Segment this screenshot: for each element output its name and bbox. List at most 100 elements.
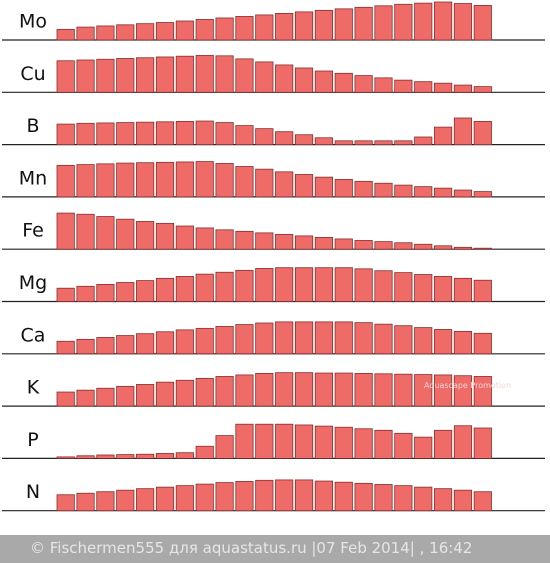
bar-cu: [374, 77, 393, 93]
bar-k: [255, 373, 274, 407]
element-label: B: [26, 115, 39, 137]
bar-p: [453, 425, 473, 459]
bar-b: [255, 128, 274, 145]
bar-b: [275, 131, 294, 145]
bar-p: [394, 432, 413, 459]
bar-mg: [116, 282, 135, 302]
bar-cu: [255, 61, 274, 93]
bar-mg: [414, 274, 433, 302]
bar-mo: [255, 14, 274, 41]
bar-mg: [314, 267, 333, 302]
bar-ca: [374, 323, 393, 355]
bar-b: [136, 121, 155, 146]
element-label: K: [27, 377, 40, 399]
bar-mg: [76, 285, 95, 302]
bar-cu: [235, 58, 254, 93]
bar-mn: [414, 186, 433, 198]
element-label: Mg: [19, 272, 47, 294]
bar-k: [136, 384, 155, 407]
row-mg: Mg: [2, 267, 545, 303]
bar-k: [354, 373, 373, 407]
bar-fe: [354, 240, 373, 250]
bar-cu: [215, 55, 234, 93]
row-cu: Cu: [2, 55, 545, 93]
element-label: Ca: [21, 324, 46, 346]
bar-n: [116, 489, 135, 512]
bar-mn: [96, 163, 115, 198]
bar-ca: [394, 325, 413, 355]
bar-n: [76, 492, 95, 512]
bar-fe: [56, 212, 75, 250]
bar-b: [96, 122, 115, 146]
bar-b: [374, 140, 393, 146]
bar-ca: [96, 337, 115, 355]
bar-cu: [175, 55, 194, 93]
bar-mn: [374, 182, 393, 198]
bar-ca: [255, 322, 274, 355]
bar-k: [294, 372, 314, 407]
bar-ca: [136, 333, 155, 355]
bar-cu: [294, 67, 314, 93]
bar-p: [116, 454, 135, 459]
bar-k: [116, 385, 135, 407]
bar-b: [235, 125, 254, 145]
bar-n: [334, 481, 353, 512]
bar-b: [414, 136, 433, 145]
bar-ca: [275, 321, 294, 355]
row-mo: Mo: [2, 1, 545, 41]
bar-mg: [155, 277, 175, 302]
bar-k: [155, 381, 175, 407]
bar-mo: [235, 16, 254, 41]
bar-k: [76, 389, 95, 407]
bar-cu: [473, 86, 492, 93]
bar-fe: [255, 232, 274, 250]
watermark: Aquascape Promotion: [424, 381, 512, 390]
bar-fe: [155, 222, 175, 250]
bar-b: [314, 137, 333, 145]
bar-ca: [56, 340, 75, 355]
bar-mg: [195, 273, 214, 302]
bar-p: [294, 424, 314, 459]
bar-mn: [215, 163, 234, 198]
bar-mn: [235, 166, 254, 198]
bar-ca: [334, 321, 353, 355]
element-label: Fe: [22, 220, 44, 242]
bar-mg: [394, 272, 413, 302]
bar-mn: [434, 187, 453, 198]
bar-mg: [473, 279, 492, 302]
bar-mn: [453, 189, 473, 198]
bar-n: [275, 479, 294, 512]
bar-fe: [453, 246, 473, 250]
row-p: P: [2, 423, 545, 459]
bar-fe: [195, 227, 214, 250]
bar-fe: [394, 242, 413, 250]
bar-k: [473, 376, 492, 407]
bar-cu: [434, 82, 453, 93]
bar-mg: [56, 287, 75, 302]
bar-k: [56, 391, 75, 407]
bar-fe: [314, 237, 333, 250]
bar-mo: [434, 1, 453, 41]
bar-n: [354, 482, 373, 512]
bar-p: [354, 428, 373, 459]
bar-mg: [136, 280, 155, 302]
bar-fe: [334, 238, 353, 250]
bar-k: [374, 373, 393, 407]
bar-ca: [116, 335, 135, 355]
bar-ca: [473, 332, 492, 355]
bar-p: [334, 426, 353, 459]
bar-mg: [215, 271, 234, 302]
bar-k: [414, 374, 433, 407]
bar-k: [275, 372, 294, 407]
bar-fe: [434, 245, 453, 250]
bar-p: [155, 453, 175, 459]
row-mn: Mn: [2, 161, 545, 198]
bar-p: [175, 452, 194, 459]
bar-cu: [96, 58, 115, 93]
bar-b: [56, 123, 75, 146]
bar-fe: [175, 225, 194, 250]
bar-p: [76, 455, 95, 459]
bar-mo: [116, 24, 135, 41]
bar-n: [453, 489, 473, 512]
bar-n: [255, 479, 274, 512]
